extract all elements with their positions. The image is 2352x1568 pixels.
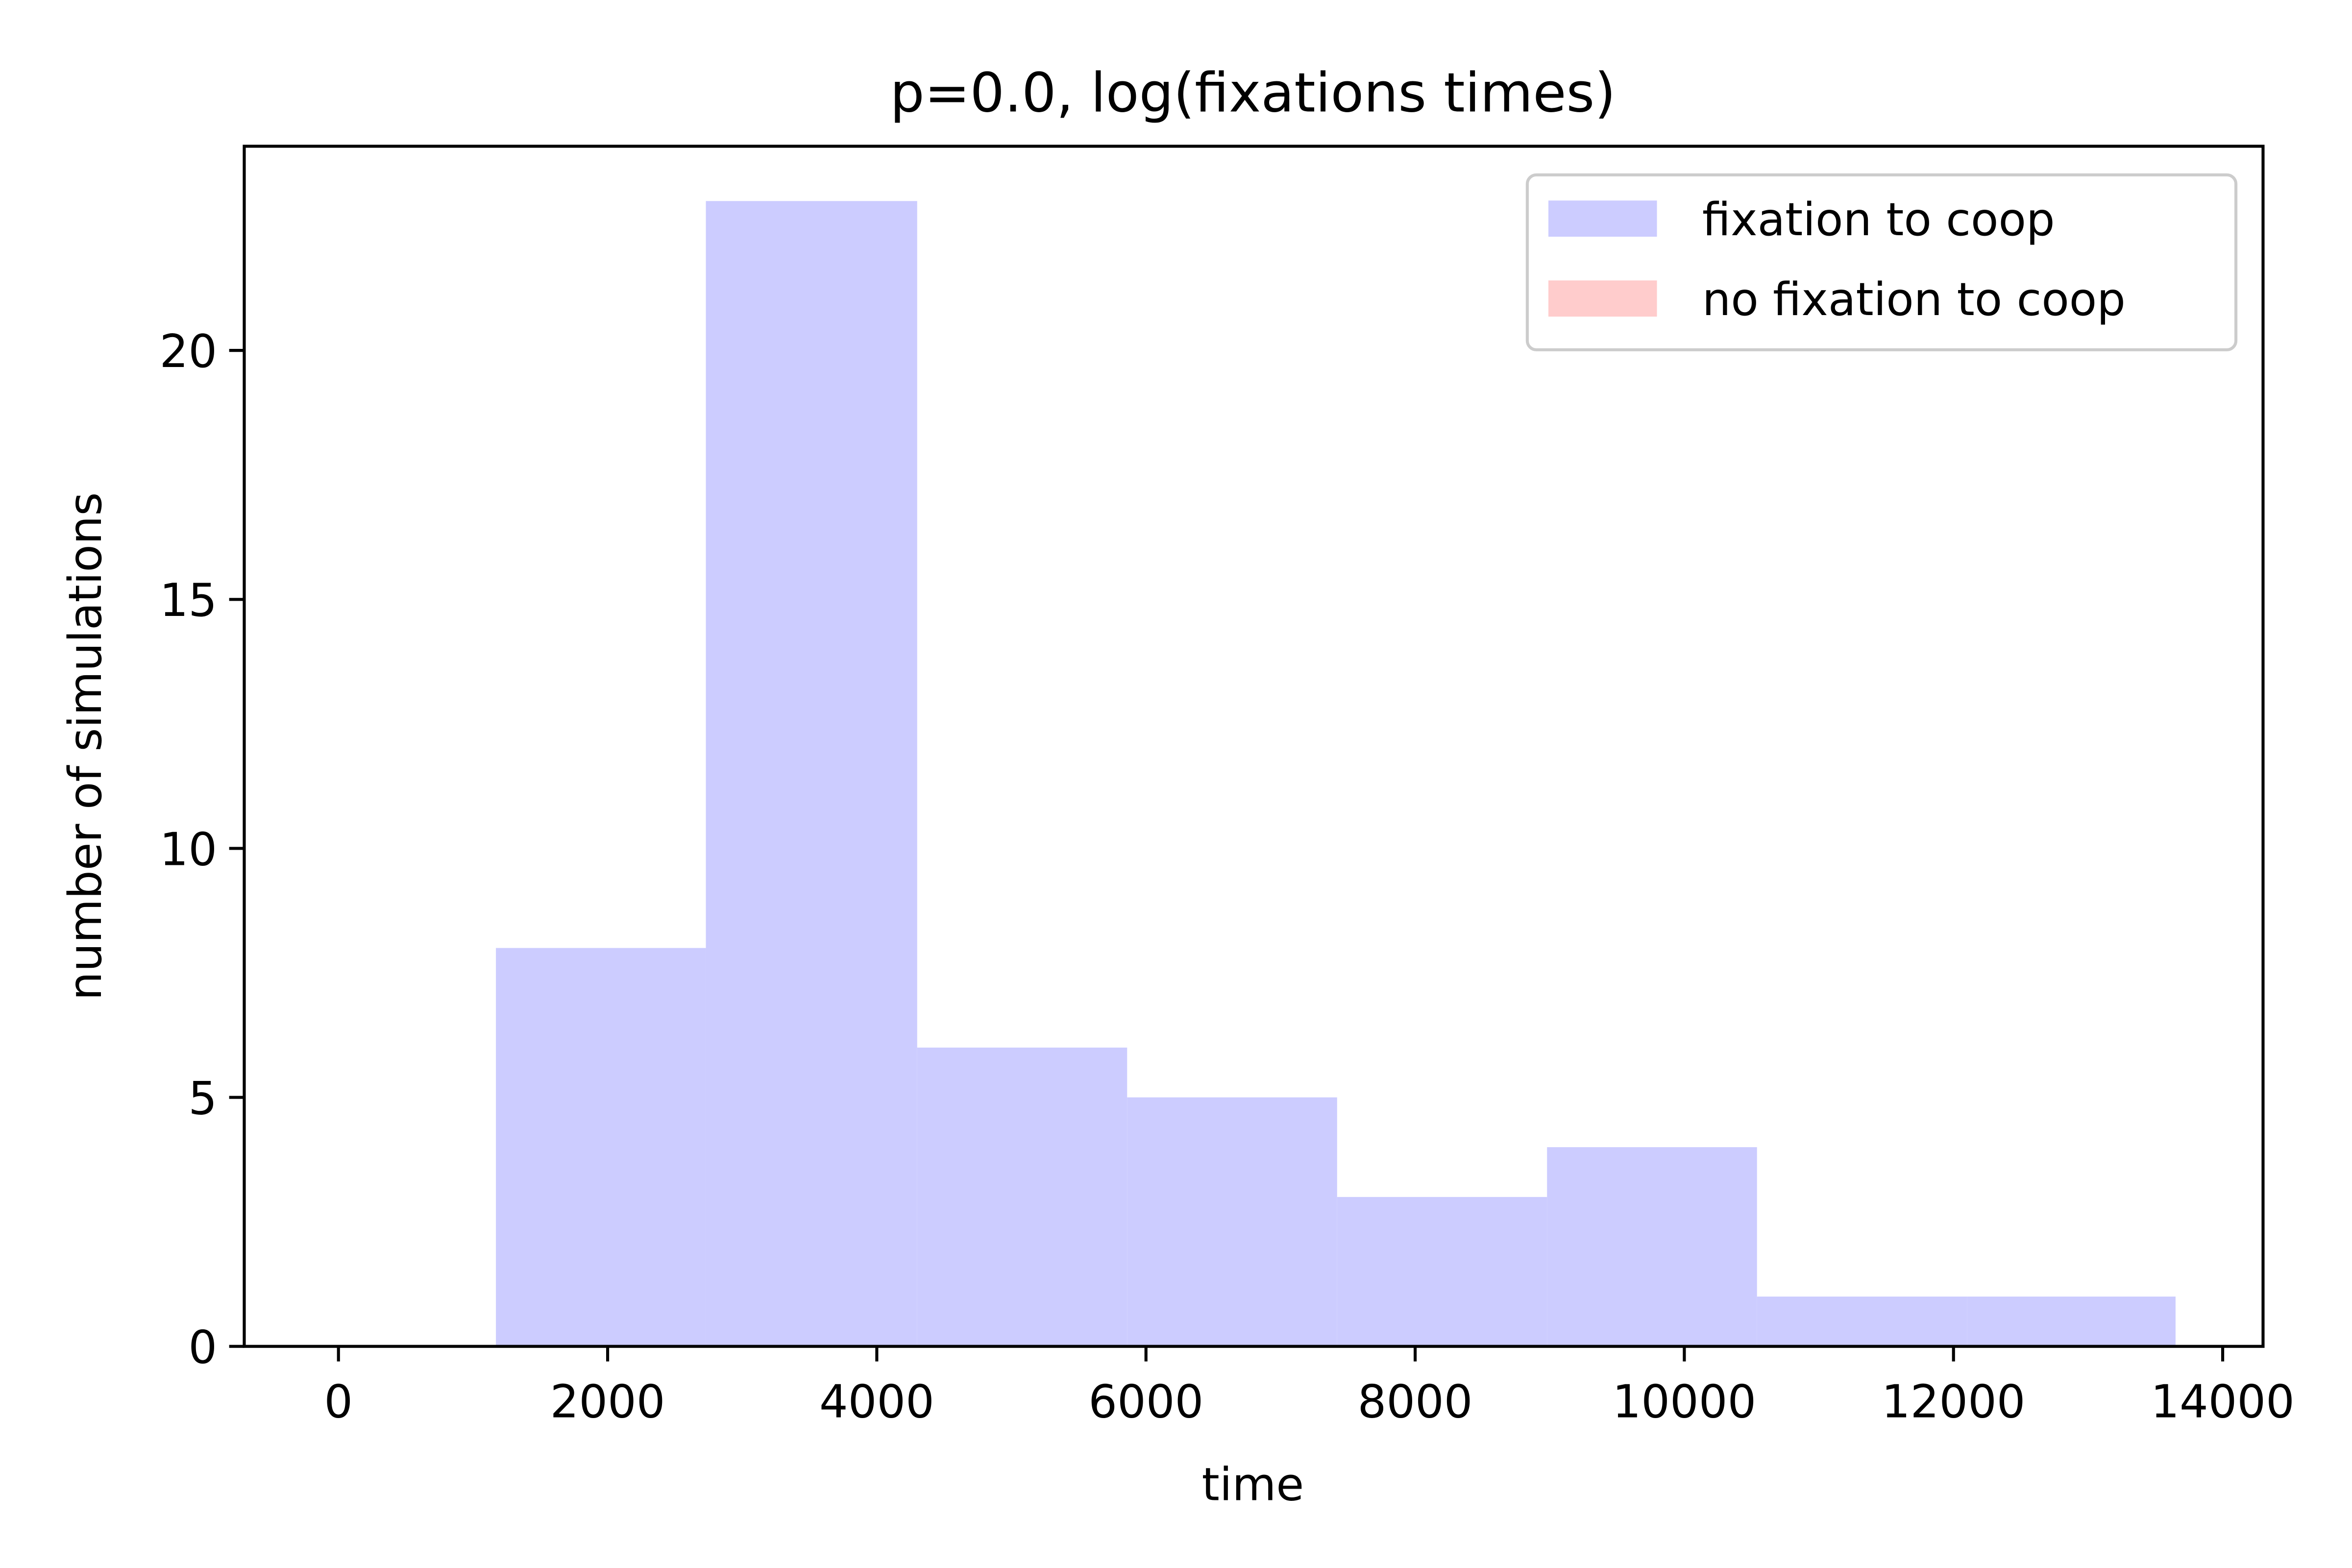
histogram-bar (1547, 1147, 1757, 1347)
x-tick-label: 12000 (1882, 1375, 2026, 1428)
x-axis: 0 2000 4000 6000 8000 10000 12000 14000 (324, 1346, 2295, 1428)
chart-title: p=0.0, log(fixations times) (890, 62, 1616, 125)
x-tick-label: 4000 (819, 1375, 934, 1428)
histogram-bar (706, 201, 917, 1347)
legend-label-no-fixation: no fixation to coop (1702, 273, 2126, 326)
histogram-bar (1967, 1297, 2176, 1347)
y-tick-label: 15 (160, 574, 217, 627)
legend: fixation to coop no fixation to coop (1525, 173, 2238, 351)
x-tick-label: 14000 (2151, 1375, 2295, 1428)
histogram-bar (1127, 1097, 1337, 1347)
legend-swatch-no-fixation (1548, 280, 1657, 317)
x-tick-label: 2000 (550, 1375, 665, 1428)
x-tick-label: 0 (324, 1375, 353, 1428)
histogram-bar (496, 948, 706, 1347)
y-axis-label: number of simulations (59, 492, 112, 1001)
legend-box (1525, 173, 2238, 351)
x-tick-label: 8000 (1358, 1375, 1473, 1428)
y-axis: 0 5 10 15 20 (160, 325, 245, 1374)
histogram-bar (1337, 1197, 1547, 1347)
legend-swatch-fixation (1548, 200, 1657, 237)
histogram-bar (917, 1047, 1127, 1347)
legend-label-fixation: fixation to coop (1702, 193, 2055, 246)
x-tick-label: 10000 (1613, 1375, 1757, 1428)
x-tick-label: 6000 (1088, 1375, 1203, 1428)
plot-frame (243, 145, 2265, 1348)
y-tick-label: 5 (188, 1072, 217, 1125)
x-axis-label: time (1202, 1458, 1304, 1511)
histogram-bar (1757, 1297, 1967, 1347)
y-tick-label: 0 (188, 1321, 217, 1374)
y-tick-label: 20 (160, 325, 217, 378)
y-tick-label: 10 (160, 823, 217, 876)
bars-layer (496, 201, 2176, 1347)
